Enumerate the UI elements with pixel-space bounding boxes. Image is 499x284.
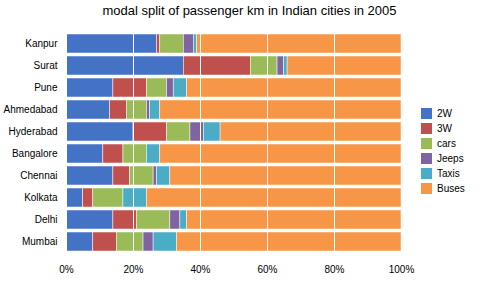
- svg-text:0%: 0%: [59, 264, 74, 275]
- svg-text:Mumbai: Mumbai: [22, 236, 58, 247]
- svg-text:40%: 40%: [190, 264, 210, 275]
- svg-text:Kolkata: Kolkata: [24, 192, 58, 203]
- svg-text:Ahmedabad: Ahmedabad: [4, 104, 58, 115]
- svg-text:Pune: Pune: [34, 82, 58, 93]
- html-text:cars: cars: [437, 138, 456, 149]
- svg-text:80%: 80%: [324, 264, 344, 275]
- html-text:Jeeps: Jeeps: [437, 153, 464, 164]
- svg-text:Delhi: Delhi: [35, 214, 58, 225]
- svg-text:60%: 60%: [257, 264, 277, 275]
- html-text:3W: 3W: [437, 123, 452, 134]
- html-text:Taxis: Taxis: [437, 168, 460, 179]
- html-text:modal split of passenger km in: modal split of passenger km in Indian ci…: [102, 3, 397, 18]
- svg-text:20%: 20%: [123, 264, 143, 275]
- svg-text:Bangalore: Bangalore: [12, 148, 58, 159]
- svg-text:Hyderabad: Hyderabad: [9, 126, 58, 137]
- html-text:2W: 2W: [437, 108, 452, 119]
- svg-text:Chennai: Chennai: [20, 170, 57, 181]
- svg-text:Kanpur: Kanpur: [25, 38, 58, 49]
- svg-text:100%: 100%: [389, 264, 415, 275]
- html-text:Buses: Buses: [437, 183, 465, 194]
- svg-text:Surat: Surat: [34, 60, 58, 71]
